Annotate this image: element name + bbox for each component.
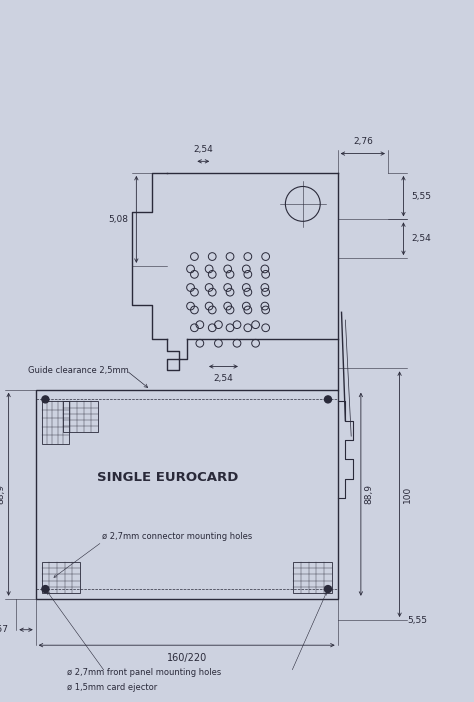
Text: ø 2,7mm connector mounting holes: ø 2,7mm connector mounting holes: [102, 531, 252, 541]
Bar: [293, 562, 332, 593]
Text: ø 2,7mm front panel mounting holes: ø 2,7mm front panel mounting holes: [67, 668, 221, 677]
Text: 2,54: 2,54: [214, 374, 233, 383]
Bar: [36, 390, 337, 599]
Text: ø 1,5mm card ejector: ø 1,5mm card ejector: [67, 683, 157, 692]
Circle shape: [325, 396, 331, 403]
Text: 100: 100: [403, 486, 412, 503]
Circle shape: [42, 396, 49, 403]
Text: Guide clearance 2,5mm: Guide clearance 2,5mm: [28, 366, 129, 375]
Circle shape: [325, 585, 331, 592]
Text: 5,55: 5,55: [411, 192, 431, 201]
Text: 3,57: 3,57: [0, 625, 9, 634]
Circle shape: [42, 585, 49, 592]
Text: 2,76: 2,76: [353, 137, 373, 146]
Text: 2,54: 2,54: [193, 145, 213, 154]
Text: 88,9: 88,9: [364, 484, 373, 504]
Text: SINGLE EUROCARD: SINGLE EUROCARD: [97, 471, 238, 484]
Text: 2,54: 2,54: [411, 234, 431, 243]
Bar: [42, 562, 80, 593]
Text: 160/220: 160/220: [166, 653, 207, 663]
Bar: [63, 402, 98, 432]
Text: 88,9: 88,9: [0, 484, 5, 504]
Text: 5,08: 5,08: [109, 215, 128, 224]
Text: 5,55: 5,55: [407, 616, 428, 625]
Bar: [42, 402, 69, 444]
